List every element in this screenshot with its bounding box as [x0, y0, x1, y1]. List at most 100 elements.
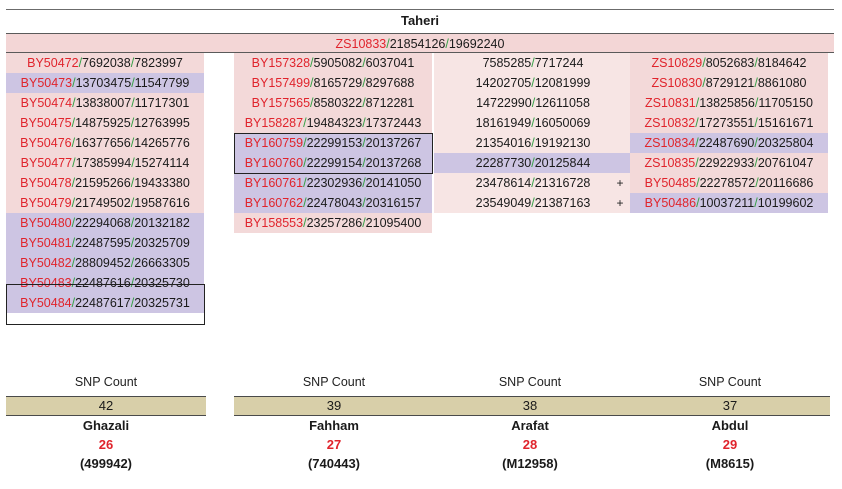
position-b: 21316728 — [534, 176, 591, 190]
snp-row: BY50481/22487595/20325709 — [6, 233, 204, 253]
position-a: 23549049 — [475, 196, 532, 210]
position-a: 21854126 — [389, 37, 446, 51]
position-a: 14875925 — [75, 116, 131, 130]
snp-column-3: 7585285/7717244 14202705/12081999 14722990… — [434, 53, 632, 213]
position-b: 20125844 — [534, 156, 591, 170]
position-b: 20116686 — [758, 176, 814, 190]
snp-id: BY50472 — [27, 56, 79, 70]
position-a: 22478043 — [306, 196, 363, 210]
snp-row: BY50483/22487616/20325730 — [6, 273, 204, 293]
snp-count-label: SNP Count — [302, 375, 366, 389]
snp-row: BY157328/5905082/6037041 — [234, 53, 432, 73]
snp-count-label: SNP Count — [698, 375, 762, 389]
snp-row: BY50485/22278572/20116686 — [630, 173, 828, 193]
position-b: 20325730 — [134, 276, 190, 290]
snp-id: BY158553 — [244, 216, 304, 230]
snp-id: BY50478 — [20, 176, 72, 190]
position-b: 20325731 — [134, 296, 190, 310]
position-a: 28809452 — [75, 256, 131, 270]
group-number: 28 — [522, 437, 538, 452]
position-a: 19484323 — [306, 116, 363, 130]
group-name: Fahham — [309, 418, 359, 433]
group-number: 26 — [98, 437, 114, 452]
position-b: 8861080 — [757, 76, 807, 90]
position-b: 19192130 — [534, 136, 591, 150]
snp-id: BY50482 — [20, 256, 72, 270]
snp-count-value: 39 — [234, 396, 434, 416]
snp-column-4: ZS10829/8052683/8184642 ZS10830/8729121/8… — [630, 53, 828, 213]
snp-row: BY50480/22294068/20132182 — [6, 213, 204, 233]
snp-column-2: BY157328/5905082/6037041 BY157499/8165729… — [234, 53, 432, 233]
snp-count-value: 38 — [430, 396, 630, 416]
snp-row: ZS10831/13825856/11705150 — [630, 93, 828, 113]
snp-row: ZS10830/8729121/8861080 — [630, 73, 828, 93]
position-a: 10037211 — [699, 196, 755, 210]
snp-id: BY50480 — [20, 216, 72, 230]
snp-id: BY160760 — [244, 156, 304, 170]
group-number: 27 — [326, 437, 342, 452]
snp-row: ZS10832/17273551/15161671 — [630, 113, 828, 133]
position-b: 11717301 — [134, 96, 190, 110]
group-name: Ghazali — [82, 418, 130, 433]
snp-id: BY50476 — [20, 136, 72, 150]
group-code: (M12958) — [502, 456, 558, 471]
snp-id: BY50481 — [20, 236, 72, 250]
position-b: 17372443 — [365, 116, 422, 130]
position-b: 20325709 — [134, 236, 190, 250]
position-b: 12763995 — [134, 116, 190, 130]
position-b: 19692240 — [448, 37, 505, 51]
position-a: 22487690 — [698, 136, 755, 150]
snp-row: BY50486/10037211/10199602 — [630, 193, 828, 213]
position-b: 12081999 — [534, 76, 591, 90]
group-number: 29 — [722, 437, 738, 452]
snp-row: ZS10829/8052683/8184642 — [630, 53, 828, 73]
position-a: 21749502 — [75, 196, 131, 210]
snp-id: BY157499 — [251, 76, 311, 90]
page-title: Taheri — [400, 13, 440, 28]
snp-id: BY50479 — [20, 196, 72, 210]
position-b: 20137267 — [365, 136, 422, 150]
snp-row: BY158553/23257286/21095400 — [234, 213, 432, 233]
snp-id: BY50477 — [20, 156, 73, 170]
position-b: 15161671 — [757, 116, 814, 130]
snp-row: BY50474/13838007/11717301 — [6, 93, 204, 113]
plus-marker: + — [616, 176, 624, 190]
snp-row: BY157565/8580322/8712281 — [234, 93, 432, 113]
snp-row: 23549049/21387163 — [434, 193, 632, 213]
position-a: 8580322 — [313, 96, 363, 110]
snp-count-label: SNP Count — [74, 375, 138, 389]
position-a: 23257286 — [306, 216, 363, 230]
snp-id: ZS10831 — [644, 96, 696, 110]
snp-count-value: 42 — [6, 396, 206, 416]
position-a: 22487616 — [75, 276, 131, 290]
group-code: (740443) — [307, 456, 361, 471]
snp-id: ZS10832 — [644, 116, 696, 130]
snp-row: BY157499/8165729/8297688 — [234, 73, 432, 93]
snp-row: BY50482/28809452/26663305 — [6, 253, 204, 273]
snp-id: ZS10829 — [651, 56, 703, 70]
snp-id: BY50485 — [644, 176, 697, 190]
stat-block-fahham: SNP Count 39 Fahham 27 (740443) — [234, 372, 434, 473]
snp-row: 7585285/7717244 — [434, 53, 632, 73]
snp-id: ZS10834 — [644, 136, 696, 150]
snp-row: BY50478/21595266/19433380 — [6, 173, 204, 193]
snp-row: 23478614/21316728 — [434, 173, 632, 193]
position-a: 21354016 — [475, 136, 532, 150]
position-a: 17273551 — [698, 116, 755, 130]
position-a: 14722990 — [476, 96, 532, 110]
position-b: 21387163 — [534, 196, 591, 210]
snp-row: 18161949/16050069 — [434, 113, 632, 133]
snp-row: 21354016/19192130 — [434, 133, 632, 153]
snp-row: BY160761/22302936/20141050 — [234, 173, 432, 193]
position-a: 7692038 — [82, 56, 131, 70]
snp-id: ZS10835 — [644, 156, 696, 170]
snp-row: 14722990/12611058 — [434, 93, 632, 113]
position-b: 19587616 — [134, 196, 190, 210]
position-a: 22299154 — [306, 156, 363, 170]
position-a: 7585285 — [482, 56, 532, 70]
position-b: 11705150 — [758, 96, 813, 110]
snp-id: BY50486 — [644, 196, 697, 210]
position-b: 20141050 — [365, 176, 422, 190]
snp-row: BY160762/22478043/20316157 — [234, 193, 432, 213]
plus-marker: + — [616, 196, 624, 210]
